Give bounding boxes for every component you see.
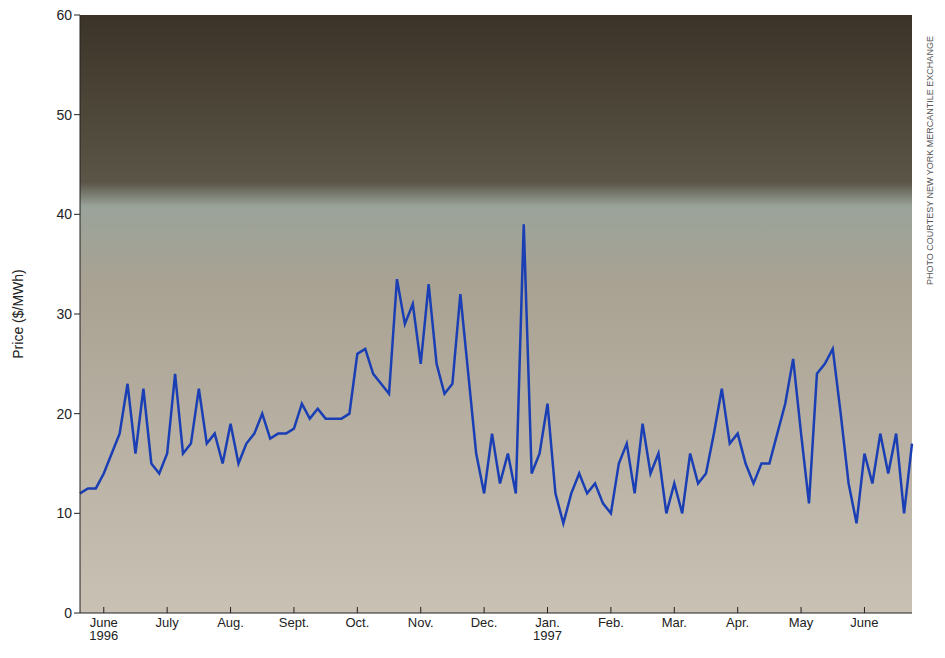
svg-text:June: June <box>89 615 118 630</box>
svg-text:Aug.: Aug. <box>217 615 244 630</box>
svg-text:10: 10 <box>56 505 72 521</box>
svg-text:June: June <box>850 615 878 630</box>
svg-text:1997: 1997 <box>533 628 562 643</box>
svg-text:Sept.: Sept. <box>279 615 309 630</box>
svg-text:PHOTO COURTESY NEW YORK MERCAN: PHOTO COURTESY NEW YORK MERCANTILE EXCHA… <box>925 36 935 285</box>
svg-text:Feb.: Feb. <box>598 615 624 630</box>
svg-text:Oct.: Oct. <box>345 615 369 630</box>
svg-text:Mar.: Mar. <box>662 615 687 630</box>
svg-text:60: 60 <box>56 7 72 23</box>
svg-text:Price ($/MWh): Price ($/MWh) <box>10 269 26 358</box>
svg-text:30: 30 <box>56 306 72 322</box>
svg-text:0: 0 <box>64 605 72 621</box>
svg-text:Nov.: Nov. <box>408 615 434 630</box>
svg-text:50: 50 <box>56 107 72 123</box>
svg-text:1996: 1996 <box>89 628 118 643</box>
svg-text:Apr.: Apr. <box>726 615 749 630</box>
svg-text:July: July <box>156 615 180 630</box>
svg-text:Dec.: Dec. <box>471 615 498 630</box>
svg-text:May: May <box>789 615 814 630</box>
svg-text:Jan.: Jan. <box>535 615 560 630</box>
svg-text:20: 20 <box>56 406 72 422</box>
svg-text:40: 40 <box>56 206 72 222</box>
